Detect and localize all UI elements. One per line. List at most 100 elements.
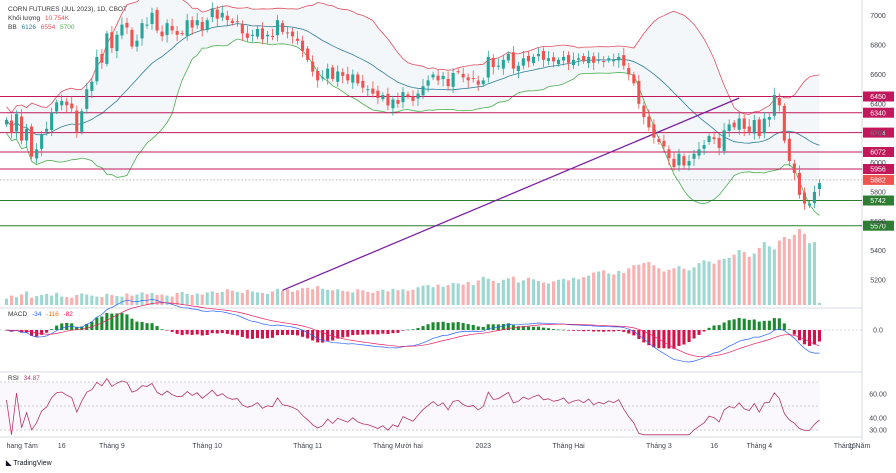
candle-body [60,100,64,106]
candle-body [702,145,706,149]
candle-body [592,56,596,63]
macd-histogram-bar [386,330,390,335]
candle-body [491,58,495,68]
macd-histogram-bar [446,323,450,330]
candle-body [15,114,19,132]
macd-histogram-bar [572,330,576,331]
candle-body [431,74,435,78]
candle-body [436,75,440,81]
volume-bar [587,275,591,305]
candle-body [150,12,154,24]
macd-histogram-bar [687,330,691,342]
volume-label: Khối lượng [8,15,41,22]
candle-body [421,86,425,96]
volume-bar [331,290,335,305]
macd-histogram-bar [341,330,345,338]
volume-bar [386,291,390,305]
candle-body [140,23,144,39]
macd-histogram-bar [376,330,380,335]
volume-bar [742,252,746,305]
volume-bar [391,288,395,305]
level-tag-5742 [863,195,894,206]
macd-histogram-bar [752,319,756,330]
volume-bar [451,283,455,305]
macd-histogram-bar [426,324,430,330]
macd-histogram-bar [762,320,766,330]
candle-body [145,24,149,26]
macd-histogram-bar [727,320,731,330]
candle-body [617,56,621,61]
volume-bar [130,295,134,305]
candle-body [687,161,691,166]
volume-bar [717,259,721,305]
candle-body [657,138,661,142]
time-tick-label: Tháng 9 [99,443,125,450]
volume-bar [376,290,380,305]
volume-bar [301,288,305,305]
macd-histogram-bar [60,323,64,330]
volume-bar [597,271,601,305]
volume-bar [767,246,771,305]
macd-histogram-bar [316,330,320,343]
bollinger-basis-line [6,23,820,146]
volume-bar [210,291,214,305]
candle-body [396,100,400,104]
candle-body [772,95,776,116]
volume-bar [291,291,295,305]
candle-body [316,71,320,81]
volume-bar [426,285,430,305]
candle-body [346,74,350,81]
volume-bar [531,279,535,305]
volume-bar [351,292,355,305]
candle-body [456,71,460,73]
volume-bar [431,287,435,305]
candle-body [762,118,766,134]
volume-bar [105,294,109,305]
volume-bar [787,239,791,305]
candle-body [481,80,485,85]
candle-body [747,126,751,132]
volume-bar [45,294,49,305]
macd-histogram-bar [441,321,445,330]
macd-histogram-bar [225,330,229,334]
volume-bar [752,253,756,305]
candle-body [321,77,325,79]
candle-body [647,116,651,128]
macd-histogram-bar [692,330,696,339]
macd-histogram-bar [200,330,204,336]
candle-body [697,149,701,156]
candle-body [75,110,79,132]
volume-bar [496,283,500,305]
candle-body [255,29,259,37]
volume-bar [436,284,440,305]
volume-bar [180,291,184,305]
volume-bar [536,280,540,305]
volume-bar [371,292,375,305]
volume-bar [10,295,14,305]
volume-bar [55,292,59,305]
bollinger-lower-band [6,38,820,216]
macd-histogram-bar [125,314,129,330]
macd-histogram-bar [291,330,295,335]
macd-histogram-bar [90,321,94,330]
candle-body [336,71,340,82]
time-tick-label: Tháng Hai [552,443,585,450]
last-price-tag [863,174,894,185]
macd-histogram-bar [567,330,571,331]
candle-body [281,23,285,32]
candle-body [195,20,199,26]
volume-bar [732,254,736,305]
candle-body [135,40,139,47]
macd-histogram-bar [807,330,811,346]
volume-bar [235,291,239,305]
volume-bar [702,260,706,305]
price-tick-label: 7000 [870,13,886,20]
macd-histogram-bar [140,322,144,330]
macd-histogram-bar [557,329,561,331]
candle-body [667,149,671,159]
macd-histogram-bar [802,330,806,345]
macd-histogram-bar [180,330,184,336]
macd-histogram-bar [717,325,721,330]
price-tick-label: 6200 [870,131,886,138]
